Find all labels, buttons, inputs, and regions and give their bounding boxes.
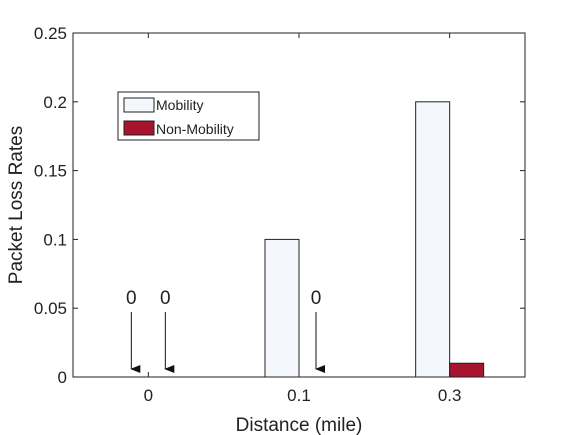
x-axis: 0 0.1 0.3 (144, 33, 462, 405)
bars-layer (264, 101, 485, 378)
y-axis-label: Packet Loss Rates (6, 126, 27, 284)
x-tick-label: 0.1 (287, 386, 311, 405)
legend: Mobility Non-Mobility (117, 91, 260, 141)
y-tick-label: 0.2 (43, 93, 67, 112)
zero-annotation-label: 0 (311, 288, 322, 309)
bar-non-mobility-2 (449, 362, 485, 378)
zero-annotation-label: 0 (126, 288, 137, 309)
y-tick-label: 0.05 (34, 299, 67, 318)
bar-mobility-2 (415, 101, 451, 378)
x-tick-label: 0.3 (438, 386, 462, 405)
zero-annotation-label: 0 (160, 288, 171, 309)
legend-swatch-non-mobility (123, 120, 155, 136)
y-tick-label: 0.15 (34, 162, 67, 181)
legend-label-mobility: Mobility (156, 97, 203, 113)
y-tick-label: 0.1 (43, 230, 67, 249)
x-axis-label: Distance (mile) (236, 415, 363, 435)
legend-swatch-mobility (123, 97, 155, 113)
y-tick-label: 0 (58, 368, 67, 387)
y-tick-label: 0.25 (34, 24, 67, 43)
bar-mobility-1 (264, 238, 300, 378)
x-tick-label: 0 (144, 386, 153, 405)
annotations-layer: 0 0 0 (126, 288, 325, 373)
y-axis: 0 0.05 0.1 0.15 0.2 0.25 (34, 24, 525, 387)
legend-label-non-mobility: Non-Mobility (156, 121, 234, 137)
